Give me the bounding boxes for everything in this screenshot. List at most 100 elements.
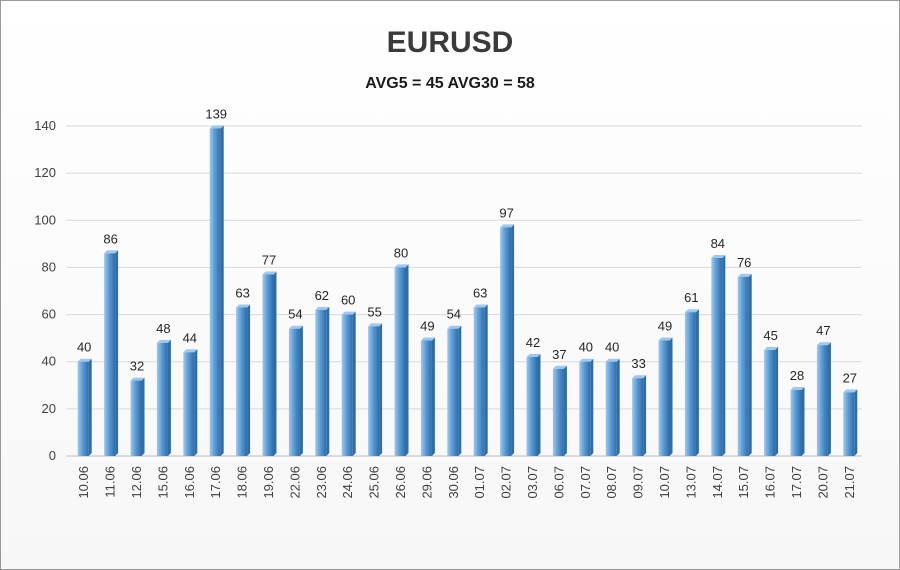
data-label: 62 xyxy=(315,288,329,303)
bar xyxy=(552,368,564,456)
data-label: 49 xyxy=(420,319,434,334)
bar xyxy=(209,128,221,456)
bar-side xyxy=(273,271,277,456)
bar xyxy=(711,258,723,456)
bar-side xyxy=(484,304,488,456)
x-tick-label: 15.06 xyxy=(155,466,170,499)
bar-top xyxy=(77,358,92,362)
data-label: 37 xyxy=(552,347,566,362)
x-tick-label: 02.07 xyxy=(499,466,514,499)
bar-top xyxy=(552,365,567,369)
bar-top xyxy=(764,346,779,350)
bar-side xyxy=(537,354,541,456)
bar xyxy=(658,340,670,456)
bar-side xyxy=(669,337,673,456)
x-tick-label: 17.06 xyxy=(208,466,223,499)
bar-side xyxy=(194,349,198,456)
bar-side xyxy=(511,224,515,456)
y-tick-label: 120 xyxy=(34,165,56,180)
y-tick-label: 140 xyxy=(34,118,56,133)
bar-side xyxy=(563,365,567,456)
bar-top xyxy=(790,387,805,390)
data-label: 63 xyxy=(235,286,249,301)
data-labels: 40 86 32 48 44 139 63 77 54 62 60 55 80 49 54 63 97 42 37 4… xyxy=(77,106,857,385)
x-tick-label: 29.06 xyxy=(419,466,434,499)
bar-top xyxy=(684,309,699,313)
bar-top xyxy=(500,224,515,228)
x-tick-label: 25.06 xyxy=(367,466,382,499)
x-tick-label: 23.06 xyxy=(314,466,329,499)
bar-side xyxy=(167,339,171,456)
x-tick-label: 19.06 xyxy=(261,466,276,499)
data-label: 54 xyxy=(447,307,461,322)
bar-top xyxy=(104,250,119,254)
data-label: 86 xyxy=(103,231,117,246)
x-axis: 10.06 11.06 12.06 15.06 16.06 17.06 18.06 19.06… xyxy=(76,466,857,499)
data-label: 54 xyxy=(288,307,302,322)
bar-side xyxy=(854,389,858,456)
bar xyxy=(262,274,274,456)
bar-side xyxy=(299,325,303,456)
bar xyxy=(183,352,195,456)
data-label: 97 xyxy=(499,205,513,220)
data-label: 45 xyxy=(763,328,777,343)
bar-side xyxy=(247,304,251,456)
bar xyxy=(77,361,89,456)
data-label: 44 xyxy=(183,330,197,345)
x-tick-label: 16.07 xyxy=(763,466,778,499)
bar xyxy=(236,307,248,456)
y-tick-label: 80 xyxy=(42,259,56,274)
y-axis: 0 20 40 60 80 100 120 140 xyxy=(34,118,862,463)
bar-top xyxy=(579,358,594,362)
y-tick-label: 20 xyxy=(42,401,56,416)
x-tick-label: 08.07 xyxy=(604,466,619,499)
bar xyxy=(315,309,327,456)
bar-side xyxy=(115,250,119,456)
x-tick-label: 18.06 xyxy=(235,466,250,499)
bar-top xyxy=(368,323,383,327)
x-tick-label: 01.07 xyxy=(472,466,487,499)
data-label: 63 xyxy=(473,286,487,301)
bar xyxy=(790,390,802,456)
bar-side xyxy=(722,255,726,456)
bar xyxy=(288,328,300,456)
data-label: 139 xyxy=(205,106,227,121)
y-tick-label: 40 xyxy=(42,354,56,369)
bar xyxy=(737,276,749,456)
bar xyxy=(341,314,353,456)
bar xyxy=(605,361,617,456)
bar xyxy=(473,307,485,456)
data-label: 32 xyxy=(130,359,144,374)
bar-top xyxy=(315,306,330,310)
bar-side xyxy=(801,387,805,456)
x-tick-label: 09.07 xyxy=(631,466,646,499)
bar-side xyxy=(616,358,620,456)
data-label: 42 xyxy=(526,335,540,350)
x-tick-label: 10.06 xyxy=(76,466,91,499)
x-tick-label: 06.07 xyxy=(551,466,566,499)
bar-side xyxy=(695,309,699,456)
x-tick-label: 22.06 xyxy=(287,466,302,499)
data-label: 77 xyxy=(262,253,276,268)
bar xyxy=(764,349,776,456)
bar xyxy=(368,326,380,456)
bar-top xyxy=(156,339,171,343)
data-label: 60 xyxy=(341,293,355,308)
bar-top xyxy=(632,375,647,379)
x-tick-label: 24.06 xyxy=(340,466,355,499)
bars xyxy=(77,125,858,456)
data-label: 40 xyxy=(579,340,593,355)
bar-top xyxy=(737,273,752,277)
bar xyxy=(394,267,406,456)
data-label: 76 xyxy=(737,255,751,270)
bar-top xyxy=(341,311,356,315)
x-tick-label: 17.07 xyxy=(789,466,804,499)
data-label: 40 xyxy=(77,340,91,355)
bar-side xyxy=(590,358,594,456)
data-label: 61 xyxy=(684,290,698,305)
bar-side xyxy=(827,342,831,456)
bar-top xyxy=(183,349,198,353)
bar-top xyxy=(420,337,435,341)
bar-top xyxy=(526,354,541,357)
